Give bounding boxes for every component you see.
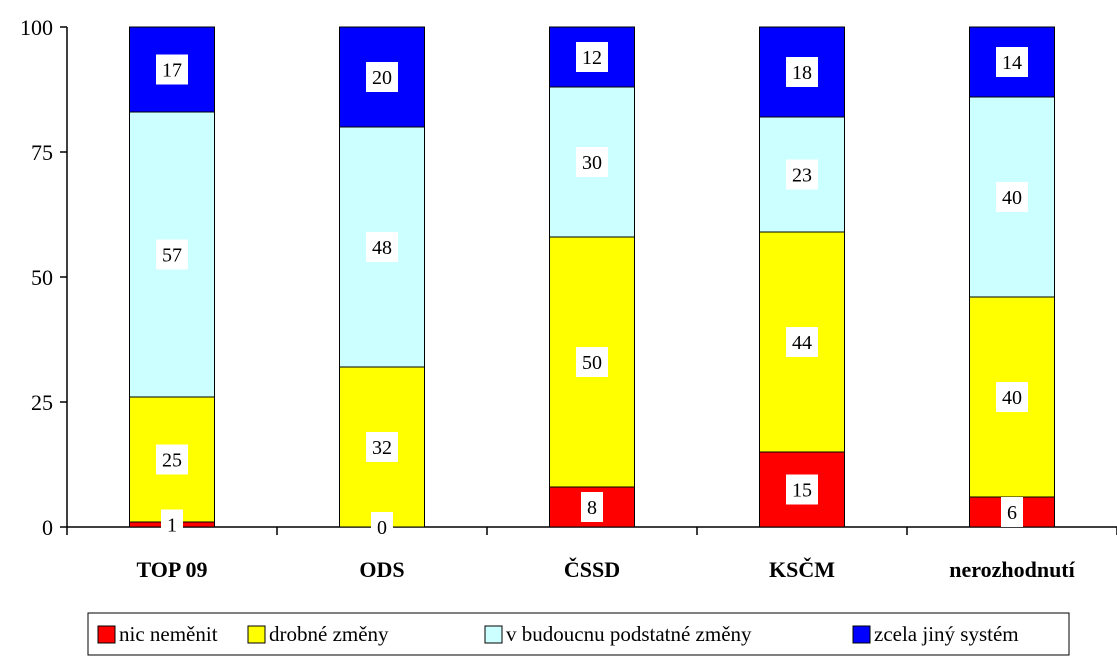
- data-label: 50: [582, 352, 602, 374]
- data-label: 25: [162, 450, 182, 472]
- data-label-background: [161, 509, 183, 540]
- data-label-background: [371, 512, 393, 542]
- data-label-background: [786, 327, 818, 357]
- data-label-background: [366, 432, 398, 462]
- legend-label: drobné změny: [269, 622, 389, 646]
- legend-label: v budoucnu podstatné změny: [506, 622, 752, 646]
- legend: nic neměnit drobné změny v budoucnu podsta…: [87, 612, 1070, 656]
- data-label-background: [576, 147, 608, 177]
- data-label-background: [996, 182, 1028, 212]
- y-tick-label: 50: [31, 265, 53, 290]
- y-tick-label: 75: [31, 140, 53, 165]
- data-label-background: [156, 54, 188, 85]
- bars: 1 25 57 17 0 32 48 20 8 50 30 12 15 44 23 18 6 40 40 14: [129, 26, 1055, 542]
- data-label-background: [786, 57, 818, 87]
- data-label: 8: [587, 497, 597, 519]
- data-label: 32: [372, 437, 392, 459]
- data-label-background: [581, 492, 603, 522]
- data-label: 1: [167, 515, 177, 537]
- legend-swatch: [247, 625, 266, 644]
- data-label-background: [786, 159, 818, 190]
- data-label-background: [156, 444, 188, 475]
- data-label-background: [1001, 497, 1023, 527]
- bar-segment: [549, 26, 635, 88]
- data-label: 57: [162, 245, 182, 267]
- data-label-background: [576, 42, 608, 72]
- category-label: TOP 09: [136, 557, 207, 582]
- data-label-background: [996, 382, 1028, 412]
- data-label-background: [366, 62, 398, 92]
- data-label-background: [786, 474, 818, 505]
- y-tick-label: 0: [42, 515, 53, 540]
- data-label-background: [576, 347, 608, 377]
- category-label: ČSSD: [564, 557, 620, 582]
- data-label: 23: [792, 165, 812, 187]
- legend-swatch: [484, 625, 503, 644]
- category-label: nerozhodnutí: [949, 557, 1075, 582]
- legend-label: zcela jiný systém: [874, 622, 1019, 646]
- data-label-background: [366, 232, 398, 262]
- data-label: 40: [1002, 187, 1022, 209]
- y-tick-label: 100: [20, 15, 53, 40]
- data-label: 18: [792, 62, 812, 84]
- data-label: 17: [162, 60, 182, 82]
- data-label: 44: [792, 332, 812, 354]
- legend-swatch: [852, 625, 871, 644]
- data-label: 40: [1002, 387, 1022, 409]
- y-tick-label: 25: [31, 390, 53, 415]
- x-ticks: TOP 09 ODS ČSSD KSČM nerozhodnutí: [66, 527, 1117, 582]
- data-label: 12: [582, 47, 602, 69]
- legend-swatch: [97, 625, 116, 644]
- legend-label: nic neměnit: [119, 622, 218, 646]
- bar-segment: [759, 451, 845, 528]
- data-label-background: [156, 239, 188, 270]
- data-label-background: [996, 47, 1028, 77]
- data-label: 6: [1007, 502, 1017, 524]
- data-label: 30: [582, 152, 602, 174]
- y-ticks: 0 25 50 75 100: [20, 15, 67, 540]
- data-label: 14: [1002, 52, 1022, 74]
- data-label: 0: [377, 517, 387, 539]
- legend-items: nic neměnit drobné změny v budoucnu podsta…: [97, 622, 1019, 646]
- data-label: 20: [372, 67, 392, 89]
- data-label: 15: [792, 480, 812, 502]
- category-label: KSČM: [769, 557, 835, 582]
- data-label: 48: [372, 237, 392, 259]
- category-label: ODS: [359, 557, 404, 582]
